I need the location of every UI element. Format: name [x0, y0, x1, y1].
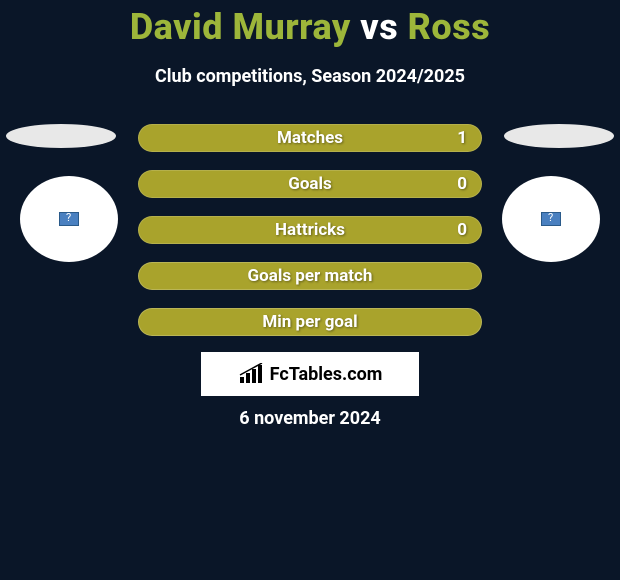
- stats-container: Matches 1 Goals 0 Hattricks 0 Goals per …: [138, 124, 482, 354]
- stat-row-min-per-goal: Min per goal: [138, 308, 482, 336]
- vs-separator: vs: [360, 6, 398, 48]
- player1-placeholder-icon: [59, 212, 79, 226]
- player2-name: Ross: [408, 6, 491, 48]
- bars-icon: [238, 363, 266, 385]
- player2-placeholder-icon: [541, 212, 561, 226]
- stat-row-goals-per-match: Goals per match: [138, 262, 482, 290]
- stat-label: Hattricks: [275, 220, 345, 240]
- player1-avatar-circle: [20, 176, 118, 262]
- player1-name: David Murray: [130, 6, 351, 48]
- stat-label: Matches: [277, 128, 343, 148]
- stat-label: Min per goal: [262, 312, 357, 332]
- page-title: David Murray vs Ross: [0, 0, 620, 48]
- stat-value: 0: [457, 174, 467, 194]
- stat-row-hattricks: Hattricks 0: [138, 216, 482, 244]
- stat-label: Goals: [288, 174, 332, 194]
- stat-value: 0: [457, 220, 467, 240]
- player2-avatar-circle: [502, 176, 600, 262]
- left-ellipse: [6, 124, 116, 148]
- brand-text: FcTables.com: [270, 364, 383, 385]
- stat-value: 1: [457, 128, 467, 148]
- stat-label: Goals per match: [248, 266, 373, 286]
- subtitle: Club competitions, Season 2024/2025: [0, 66, 620, 87]
- right-ellipse: [504, 124, 614, 148]
- stat-row-matches: Matches 1: [138, 124, 482, 152]
- brand-logo-box[interactable]: FcTables.com: [201, 352, 419, 396]
- stat-row-goals: Goals 0: [138, 170, 482, 198]
- date-text: 6 november 2024: [239, 408, 380, 429]
